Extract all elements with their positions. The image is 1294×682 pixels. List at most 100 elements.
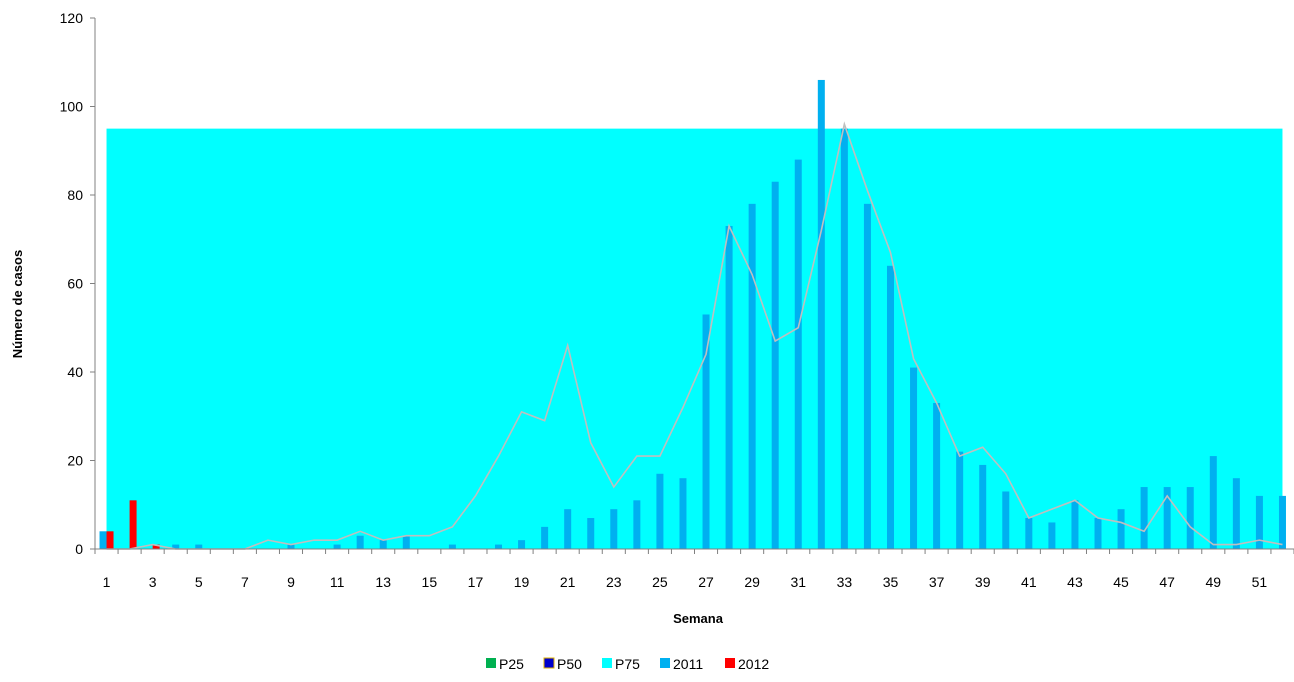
bar-2011-week-28 bbox=[725, 225, 733, 549]
x-tick-label-25: 25 bbox=[652, 574, 668, 590]
bars-layer bbox=[99, 79, 1286, 549]
legend-label-2011: 2011 bbox=[673, 656, 703, 672]
x-tick-label-33: 33 bbox=[837, 574, 853, 590]
bar-2011-week-26 bbox=[679, 478, 687, 549]
x-tick-label-15: 15 bbox=[422, 574, 438, 590]
bar-2011-week-14 bbox=[402, 535, 410, 549]
x-tick-labels: 1 3 5 7 9 11 13 15 17 19 21 23 25 27 29 31 33 35 37 39 41 43 4… bbox=[103, 574, 1268, 590]
bar-2011-week-34 bbox=[863, 203, 871, 549]
x-tick-label-7: 7 bbox=[241, 574, 249, 590]
y-axis-title: Número de casos bbox=[10, 250, 25, 358]
x-tick-label-47: 47 bbox=[1159, 574, 1175, 590]
bar-2011-week-50 bbox=[1232, 478, 1240, 549]
y-tick-labels: 0 20 40 60 80 100 120 bbox=[60, 10, 84, 557]
bar-2011-week-47 bbox=[1163, 487, 1171, 549]
legend-item-P75: P75 bbox=[602, 656, 640, 672]
x-tick-label-37: 37 bbox=[929, 574, 945, 590]
bar-2011-week-25 bbox=[656, 473, 664, 549]
bar-2011-week-45 bbox=[1117, 509, 1125, 549]
bar-2012-week-2 bbox=[129, 500, 137, 549]
axes-layer bbox=[90, 17, 1294, 554]
bar-2011-week-30 bbox=[771, 181, 779, 549]
bar-2011-week-29 bbox=[748, 203, 756, 549]
legend-label-P25: P25 bbox=[499, 656, 524, 672]
bar-2011-week-37 bbox=[933, 402, 941, 549]
y-tick-label-100: 100 bbox=[60, 99, 84, 115]
bar-2011-week-40 bbox=[1002, 491, 1010, 549]
bar-2011-week-42 bbox=[1048, 522, 1056, 549]
bar-2012-week-3 bbox=[152, 544, 160, 549]
x-tick-label-51: 51 bbox=[1252, 574, 1268, 590]
x-tick-label-23: 23 bbox=[606, 574, 622, 590]
y-tick-label-0: 0 bbox=[75, 541, 83, 557]
x-tick-label-45: 45 bbox=[1113, 574, 1129, 590]
bar-2011-week-22 bbox=[587, 518, 595, 549]
p75-area-layer bbox=[106, 128, 1283, 549]
x-tick-label-39: 39 bbox=[975, 574, 991, 590]
bar-2011-week-20 bbox=[541, 526, 549, 549]
bar-2011-week-12 bbox=[356, 535, 364, 549]
x-tick-label-35: 35 bbox=[883, 574, 899, 590]
x-tick-label-31: 31 bbox=[790, 574, 806, 590]
legend-item-2012: 2012 bbox=[725, 656, 769, 672]
bar-2011-week-4 bbox=[172, 544, 180, 549]
legend-swatch-P75 bbox=[602, 658, 612, 668]
bar-2011-week-19 bbox=[518, 540, 526, 549]
bar-2011-week-18 bbox=[495, 544, 503, 549]
bar-2011-week-1 bbox=[99, 531, 107, 549]
bar-2012-week-1 bbox=[106, 531, 114, 549]
line-layer bbox=[106, 121, 1283, 550]
legend-label-P50: P50 bbox=[557, 656, 582, 672]
bar-2011-week-41 bbox=[1025, 518, 1033, 549]
bar-2011-week-36 bbox=[910, 367, 918, 549]
bar-2011-week-49 bbox=[1209, 456, 1217, 549]
x-axis-title: Semana bbox=[673, 611, 724, 626]
bar-2011-week-43 bbox=[1071, 500, 1079, 549]
bar-2011-week-39 bbox=[979, 464, 987, 549]
bar-2011-week-38 bbox=[956, 451, 964, 549]
bar-2011-week-9 bbox=[287, 544, 295, 549]
x-tick-label-29: 29 bbox=[744, 574, 760, 590]
bar-2011-week-21 bbox=[564, 509, 572, 549]
x-tick-label-11: 11 bbox=[330, 574, 345, 590]
bar-2011-week-13 bbox=[379, 540, 387, 549]
bar-2011-week-24 bbox=[633, 500, 641, 549]
bar-2011-week-51 bbox=[1255, 495, 1263, 549]
bar-2011-week-23 bbox=[610, 509, 618, 549]
y-tick-label-80: 80 bbox=[67, 187, 83, 203]
x-tick-label-1: 1 bbox=[103, 574, 111, 590]
legend-item-2011: 2011 bbox=[660, 656, 703, 672]
x-tick-label-41: 41 bbox=[1021, 574, 1037, 590]
x-tick-label-21: 21 bbox=[560, 574, 576, 590]
bar-2011-week-27 bbox=[702, 314, 710, 549]
x-tick-label-43: 43 bbox=[1067, 574, 1083, 590]
x-tick-label-9: 9 bbox=[287, 574, 295, 590]
legend-swatch-P50 bbox=[543, 657, 555, 669]
legend-label-P75: P75 bbox=[615, 656, 640, 672]
series-line bbox=[106, 121, 1283, 550]
legend-item-P25: P25 bbox=[486, 656, 524, 672]
bar-2011-week-33 bbox=[840, 128, 848, 549]
legend-label-2012: 2012 bbox=[738, 656, 769, 672]
p75-area bbox=[106, 128, 1283, 549]
bar-2011-week-46 bbox=[1140, 487, 1148, 549]
x-tick-label-49: 49 bbox=[1206, 574, 1222, 590]
x-tick-label-5: 5 bbox=[195, 574, 203, 590]
bar-2011-week-11 bbox=[333, 544, 341, 549]
bar-2011-week-35 bbox=[886, 265, 894, 549]
bar-2011-week-31 bbox=[794, 159, 802, 549]
legend: P25 P50 P75 2011 2012 bbox=[486, 656, 769, 672]
bar-2011-week-5 bbox=[195, 544, 203, 549]
bar-2011-week-16 bbox=[448, 544, 456, 549]
y-tick-label-40: 40 bbox=[67, 364, 83, 380]
legend-swatch-P25 bbox=[486, 658, 496, 668]
legend-swatch-2011 bbox=[660, 658, 670, 668]
y-tick-label-120: 120 bbox=[60, 10, 84, 26]
x-tick-label-13: 13 bbox=[375, 574, 391, 590]
x-tick-label-19: 19 bbox=[514, 574, 530, 590]
legend-item-P50: P50 bbox=[543, 656, 582, 672]
x-tick-label-27: 27 bbox=[698, 574, 714, 590]
bar-2011-week-44 bbox=[1094, 518, 1102, 549]
